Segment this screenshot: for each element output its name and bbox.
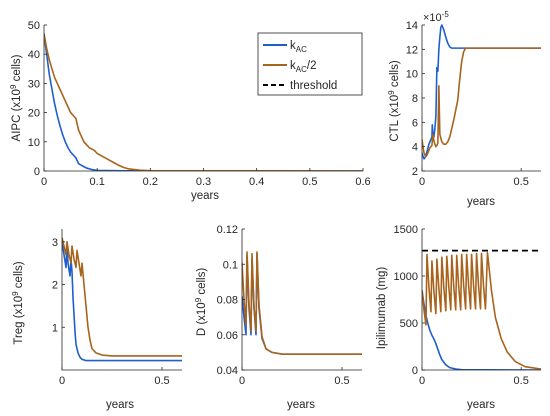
series-line-ipi-kac2	[422, 251, 541, 370]
series-line-ctl-kac2	[422, 47, 541, 158]
y-tick-label-aipc: 30	[28, 78, 40, 90]
y-tick-label-ctl: 2	[412, 166, 418, 178]
series-line-ipi-kac	[422, 289, 541, 370]
y-tick-label-d: 0.04	[217, 365, 238, 377]
plot-area-aipc: 0 0.1 0.2 0.3 0.4 0.5 0.6 0 10 20 30 40 50	[28, 20, 371, 188]
y-tick-label-ipi: 0	[412, 365, 418, 377]
series-line-aipc-kac2	[44, 33, 363, 171]
y-tick-label-ctl: 12	[406, 44, 418, 56]
y-tick-label-d: 0.08	[217, 295, 238, 307]
x-axis-label-d: years	[287, 399, 315, 411]
series-line-ctl-kac	[422, 24, 541, 160]
y-tick-label-treg: 2	[52, 280, 58, 292]
y-tick-label-aipc: 10	[28, 137, 40, 149]
y-tick-label-aipc: 0	[34, 166, 40, 178]
x-tick-label-treg: 0	[59, 375, 65, 387]
y-tick-label-d: 0.12	[217, 224, 238, 236]
series-line-treg-kac	[62, 241, 182, 362]
x-tick-label-ctl: 0.5	[514, 176, 529, 188]
panel-ctl: 0 0.5 2 4 6 8 10 12 14 years CTL (x109 cells) ×1…	[387, 10, 541, 208]
panel-d: 0 0.5 0.04 0.06 0.08 0.1 0.12 years D (x109 ce…	[194, 224, 362, 411]
plot-area-ipilimumab: 0 0.5 0 500 1000 1500	[394, 224, 541, 387]
y-tick-label-d: 0.06	[217, 330, 238, 342]
x-axis-label-ctl: years	[467, 196, 495, 208]
y-axis-label-ctl: CTL (x109 cells)	[387, 60, 401, 142]
y-tick-label-treg: 1	[52, 322, 58, 334]
y-tick-label-ctl: 6	[412, 117, 418, 129]
y-tick-label-ipi: 1000	[394, 271, 418, 283]
x-tick-label-ctl: 0	[419, 176, 425, 188]
plot-area-ctl: 0 0.5 2 4 6 8 10 12 14	[406, 20, 541, 188]
y-axis-label-ipilimumab: Ipilimumab (mg)	[376, 267, 388, 350]
axes-treg	[61, 229, 182, 371]
y-tick-label-d: 0.1	[223, 259, 238, 271]
x-axis-label-aipc: years	[191, 190, 219, 202]
y-tick-label-ctl: 4	[412, 142, 418, 154]
y-tick-label-ipi: 500	[400, 318, 418, 330]
legend-label-threshold: threshold	[290, 80, 337, 92]
x-tick-label-aipc: 0.6	[355, 176, 370, 188]
legend-label-kac2: kAC/2	[290, 60, 316, 74]
y-axis-label-aipc: AIPC (x109 cells)	[9, 54, 23, 141]
y-tick-label-ctl: 14	[406, 20, 418, 32]
x-tick-label-aipc: 0	[41, 176, 47, 188]
y-tick-label-ipi: 1500	[394, 224, 418, 236]
y-tick-label-ctl: 8	[412, 93, 418, 105]
y-axis-label-treg: Treg (x109 cells)	[11, 261, 25, 344]
series-line-d-kac2	[242, 251, 362, 355]
y-tick-label-aipc: 50	[28, 20, 40, 32]
x-tick-label-aipc: 0.5	[302, 176, 317, 188]
plot-area-treg: 0 0.5 1 2 3	[52, 229, 182, 387]
y-tick-label-ctl: 10	[406, 69, 418, 81]
plot-area-d: 0 0.5 0.04 0.06 0.08 0.1 0.12	[217, 224, 362, 387]
x-tick-label-aipc: 0.2	[143, 176, 158, 188]
x-tick-label-d: 0	[239, 375, 245, 387]
series-line-d-kac	[242, 252, 362, 355]
x-axis-label-ipilimumab: years	[467, 399, 495, 411]
axes-d	[241, 229, 362, 371]
series-line-aipc-kac	[44, 33, 363, 171]
exponent-label-ctl: ×10-5	[423, 10, 449, 24]
x-tick-label-ipi: 0.5	[514, 375, 529, 387]
panel-aipc: 0 0.1 0.2 0.3 0.4 0.5 0.6 0 10 20 30 40 50 years AIP…	[9, 20, 371, 202]
series-line-treg-kac2	[62, 237, 182, 357]
panel-treg: 0 0.5 1 2 3 years Treg (x109 cells)	[11, 229, 182, 411]
x-axis-label-treg: years	[106, 399, 134, 411]
y-tick-label-treg: 3	[52, 237, 58, 249]
x-tick-label-aipc: 0.1	[90, 176, 105, 188]
x-tick-label-d: 0.5	[334, 375, 349, 387]
legend: kAC kAC/2 threshold	[257, 32, 363, 96]
panel-ipilimumab: 0 0.5 0 500 1000 1500 years Ipilimumab (mg)	[376, 224, 541, 411]
y-axis-label-d: D (x109 cells)	[194, 268, 208, 337]
x-tick-label-aipc: 0.4	[249, 176, 264, 188]
x-tick-label-treg: 0.5	[154, 375, 169, 387]
x-tick-label-aipc: 0.3	[196, 176, 211, 188]
legend-label-kac: kAC	[290, 40, 307, 54]
y-tick-label-aipc: 40	[28, 49, 40, 61]
y-tick-label-aipc: 20	[28, 108, 40, 120]
x-tick-label-ipi: 0	[419, 375, 425, 387]
